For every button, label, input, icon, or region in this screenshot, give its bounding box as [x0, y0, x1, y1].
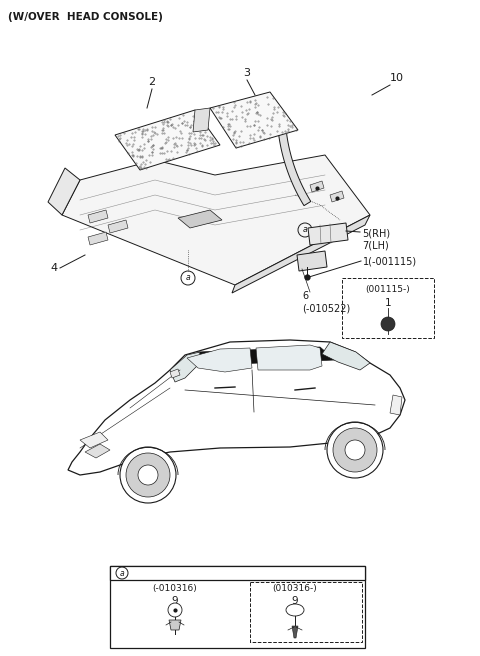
Circle shape	[381, 317, 395, 331]
Text: 9: 9	[172, 596, 178, 606]
Polygon shape	[292, 626, 298, 638]
Polygon shape	[330, 191, 344, 202]
Polygon shape	[108, 220, 128, 233]
Text: 1(-001115): 1(-001115)	[363, 256, 417, 266]
Text: 5(RH)
7(LH): 5(RH) 7(LH)	[362, 228, 390, 251]
Ellipse shape	[286, 604, 304, 616]
Polygon shape	[170, 369, 180, 378]
Text: 1: 1	[384, 298, 391, 308]
Polygon shape	[308, 223, 348, 245]
Bar	[110, 566, 365, 580]
Bar	[110, 566, 365, 648]
Polygon shape	[85, 444, 110, 458]
Text: (001115-): (001115-)	[366, 285, 410, 294]
Polygon shape	[88, 232, 108, 245]
Polygon shape	[277, 119, 311, 205]
Circle shape	[327, 422, 383, 478]
Bar	[250, 582, 362, 642]
Text: 2: 2	[148, 77, 156, 87]
Text: a: a	[120, 569, 124, 577]
Polygon shape	[187, 348, 252, 372]
Polygon shape	[48, 168, 80, 215]
Polygon shape	[256, 345, 322, 370]
Circle shape	[120, 447, 176, 503]
Polygon shape	[193, 108, 210, 132]
Polygon shape	[297, 251, 327, 271]
Text: 10: 10	[390, 73, 404, 83]
Polygon shape	[170, 352, 200, 382]
Polygon shape	[88, 210, 108, 223]
Text: (010316-): (010316-)	[273, 584, 317, 593]
Polygon shape	[62, 155, 370, 285]
Circle shape	[345, 440, 365, 460]
Polygon shape	[232, 215, 370, 293]
Bar	[342, 278, 434, 338]
Text: (W/OVER  HEAD CONSOLE): (W/OVER HEAD CONSOLE)	[8, 12, 163, 22]
Polygon shape	[390, 395, 402, 415]
Text: 9: 9	[292, 596, 298, 606]
Text: 4: 4	[51, 263, 58, 273]
Polygon shape	[169, 620, 181, 630]
Polygon shape	[178, 210, 222, 228]
Circle shape	[333, 428, 377, 472]
Polygon shape	[115, 110, 220, 170]
Text: (-010316): (-010316)	[153, 584, 197, 593]
Polygon shape	[310, 181, 324, 192]
Text: a: a	[303, 226, 307, 234]
Polygon shape	[68, 340, 405, 475]
Text: 3: 3	[243, 68, 251, 78]
Text: 6
(-010522): 6 (-010522)	[302, 291, 350, 314]
Circle shape	[168, 603, 182, 617]
Circle shape	[126, 453, 170, 497]
Polygon shape	[80, 432, 108, 448]
Polygon shape	[198, 347, 335, 365]
Circle shape	[138, 465, 158, 485]
Text: a: a	[186, 274, 190, 283]
Polygon shape	[322, 342, 370, 370]
Polygon shape	[210, 92, 298, 148]
